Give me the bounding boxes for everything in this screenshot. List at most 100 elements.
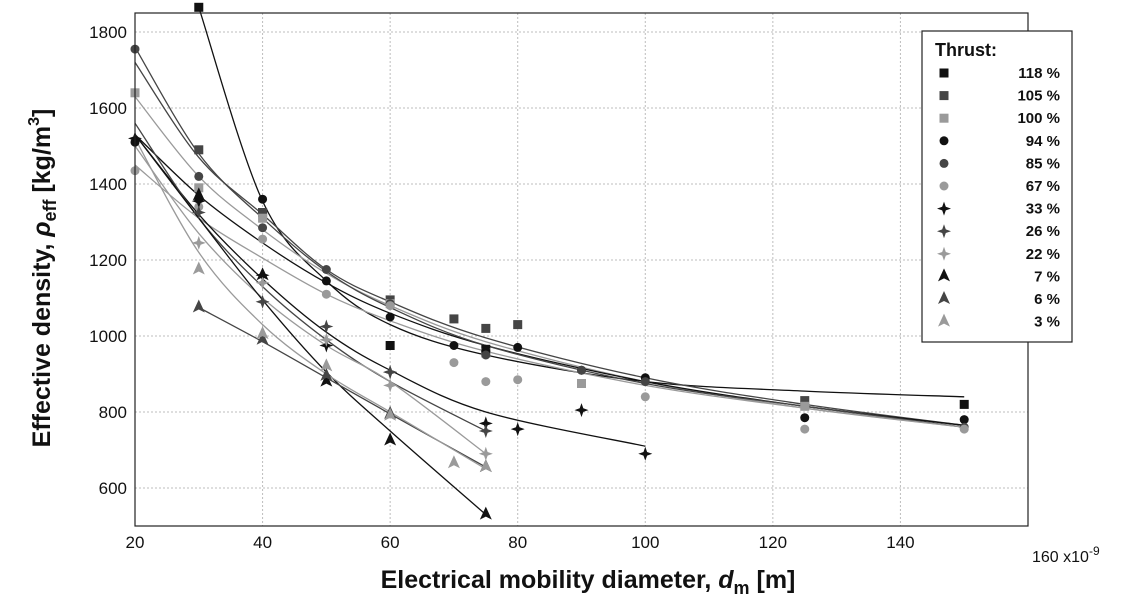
data-point [258, 213, 268, 223]
legend-title: Thrust: [935, 40, 997, 60]
data-point [256, 267, 269, 281]
legend-marker [939, 91, 949, 101]
data-point [258, 194, 268, 204]
fit-curve [134, 134, 487, 516]
data-point [800, 424, 810, 434]
x-tick-label: 40 [253, 533, 272, 552]
legend-label: 85 % [1026, 155, 1060, 172]
data-point [255, 294, 270, 309]
legend-marker [939, 136, 949, 146]
data-point [800, 396, 810, 406]
data-point [192, 299, 205, 313]
y-tick-label: 1800 [89, 23, 127, 42]
x-tick-label-last: 160 [1032, 549, 1059, 566]
legend-label: 105 % [1017, 88, 1060, 105]
fit-curve [134, 145, 487, 455]
data-point [320, 358, 333, 372]
x-tick-label: 100 [631, 533, 659, 552]
data-point [319, 332, 334, 347]
legend-marker [938, 313, 950, 327]
y-tick-label: 1200 [89, 251, 127, 270]
data-point [192, 261, 205, 275]
legend-label: 7 % [1034, 268, 1060, 285]
data-point [384, 432, 397, 446]
data-point [959, 415, 969, 425]
data-point [321, 289, 331, 299]
data-point [256, 331, 269, 345]
data-point [513, 342, 523, 352]
data-point [800, 413, 810, 423]
legend-label: 94 % [1026, 133, 1060, 150]
data-point [385, 312, 395, 322]
data-point [574, 403, 589, 418]
data-point [384, 407, 397, 421]
data-point [321, 265, 331, 274]
x-tick-label: 120 [759, 533, 787, 552]
y-tick-label: 600 [99, 479, 127, 498]
y-tick-label: 1000 [89, 327, 127, 346]
data-point [449, 341, 459, 350]
legend-marker [937, 246, 951, 261]
legend-marker [937, 224, 951, 239]
data-point [478, 424, 493, 438]
x-tick-label: 20 [126, 533, 145, 552]
legend-marker [938, 268, 950, 282]
data-point [194, 171, 204, 181]
data-point [513, 375, 523, 385]
data-point [478, 446, 493, 461]
legend: Thrust: 118 % 105 % 100 % 94 % 85 % 67 % 33 % 2… [921, 30, 1073, 343]
data-point [638, 446, 653, 461]
legend-label: 26 % [1026, 223, 1060, 240]
data-point [258, 223, 268, 233]
y-tick-label: 1600 [89, 99, 127, 118]
data-point [192, 187, 205, 201]
data-point [191, 205, 206, 220]
data-point [640, 392, 650, 402]
legend-label: 118 % [1018, 65, 1060, 82]
data-point [191, 194, 206, 209]
data-point [385, 301, 395, 311]
data-point [577, 379, 586, 388]
data-point [258, 208, 268, 217]
data-point [321, 276, 331, 286]
y-tick-label: 1400 [89, 175, 127, 194]
y-tick-labels: 600 800 1000 1200 1400 1600 1800 [89, 23, 127, 498]
legend-marker [939, 113, 949, 123]
data-points [128, 2, 969, 520]
data-point [194, 145, 204, 155]
data-point [513, 320, 523, 330]
data-point [320, 373, 333, 387]
data-point [258, 234, 268, 244]
data-point [959, 399, 969, 409]
x-tick-labels: 20 40 60 80 100 120 140 [126, 533, 915, 552]
legend-label: 67 % [1026, 178, 1060, 195]
data-point [194, 2, 204, 12]
data-point [255, 275, 270, 290]
data-point [478, 416, 493, 431]
grid [134, 13, 1029, 526]
data-point [383, 365, 398, 380]
legend-marker [939, 68, 949, 78]
fit-curve [134, 164, 965, 428]
legend-marker [938, 291, 950, 304]
data-point [385, 341, 395, 350]
y-axis-title: Effective density, ρeff [kg/m3] [26, 109, 60, 448]
x-multiplier-exponent: -9 [1089, 544, 1100, 558]
data-point [319, 319, 334, 334]
legend-label: 6 % [1034, 291, 1060, 308]
fit-curve [134, 46, 965, 428]
legend-marker [939, 158, 949, 168]
x-axis-title: Electrical mobility diameter, dm [m] [381, 566, 796, 598]
fit-curve [134, 138, 487, 470]
legend-marker [939, 181, 949, 191]
data-point [479, 506, 492, 520]
legend-marker [937, 201, 951, 216]
x-multiplier-base: x10 [1063, 549, 1089, 566]
x-tick-label: 60 [381, 533, 400, 552]
legend-label: 33 % [1026, 201, 1060, 218]
x-tick-label: 140 [886, 533, 914, 552]
legend-items: 118 % 105 % 100 % 94 % 85 % 67 % 33 % 26 % 22 % 7… [937, 65, 1060, 331]
x-multiplier-label: 160 x10-9 [1032, 544, 1100, 566]
data-point [383, 378, 398, 393]
